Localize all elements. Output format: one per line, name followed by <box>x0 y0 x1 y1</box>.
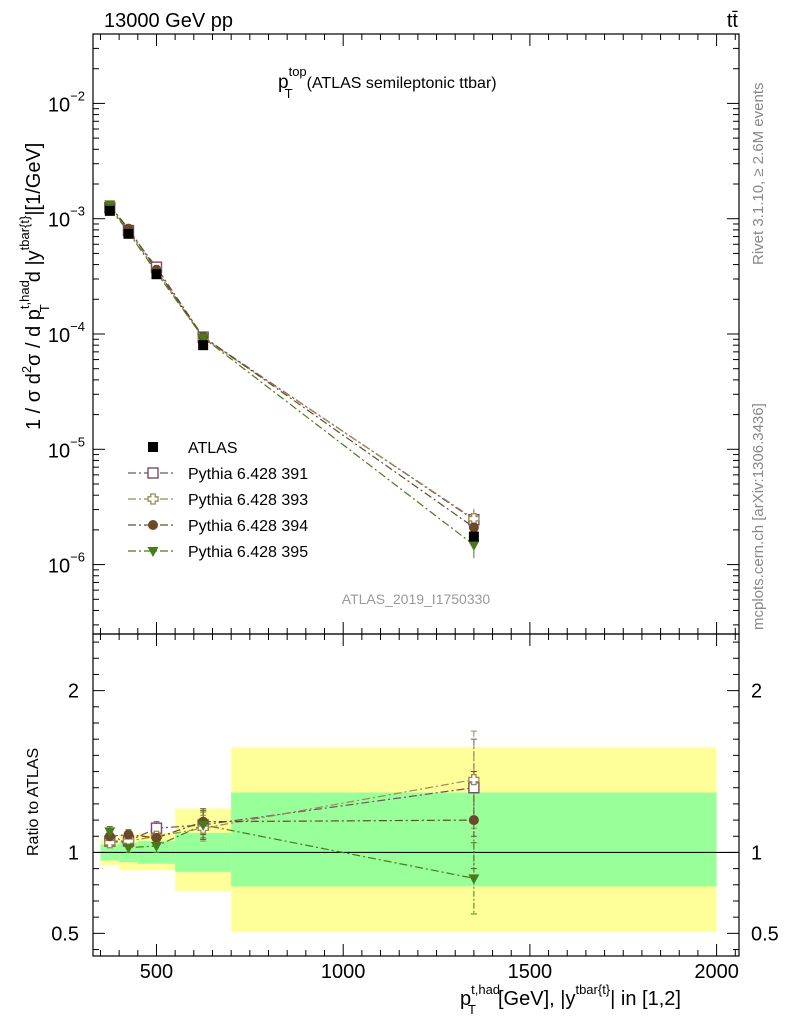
main-title: ptop T (ATLAS semileptonic ttbar) <box>278 64 497 101</box>
main-y-tick-base: 10 <box>48 94 70 116</box>
main-y-tick-labels: 10−610−510−410−310−2 <box>48 88 85 577</box>
y-label-sup-tbar: tbar{t} <box>17 215 32 250</box>
main-point-series-4 <box>468 540 480 551</box>
main-panel: 10−610−510−410−310−2 ptop T(ATLAS semilep… <box>48 33 740 635</box>
ratio-x-tick-label: 2000 <box>694 961 739 983</box>
main-point-series-0 <box>104 205 115 216</box>
legend-marker-4 <box>147 547 159 557</box>
ratio-y-tick-label-right: 2 <box>751 681 762 703</box>
main-y-tick-label: 10−6 <box>48 550 85 578</box>
main-point-series-0 <box>198 340 209 351</box>
y-label-part-4: |[1/GeV] <box>23 143 45 216</box>
x-label-sup-thad: t,had <box>471 982 500 997</box>
ratio-point-series-1 <box>468 773 480 786</box>
main-y-tick-label: 10−3 <box>48 204 85 232</box>
ratio-panel: 0.5 0.5 1 1 2 2 500 1000 1500 2000 <box>51 633 779 983</box>
legend-label-4: Pythia 6.428 395 <box>188 544 308 561</box>
main-y-tick-exponent: −5 <box>70 434 85 449</box>
main-title-rest: (ATLAS semileptonic ttbar) <box>307 75 497 92</box>
main-y-tick-exponent: −4 <box>70 319 85 334</box>
legend-marker-0 <box>148 442 158 452</box>
ratio-line-series-2 <box>109 819 474 839</box>
ratio-point-series-3 <box>197 820 209 831</box>
y-label-sub-t: T <box>37 304 52 312</box>
legend-marker-2 <box>147 493 159 505</box>
main-line-series-3 <box>109 205 475 528</box>
main-point-series-4 <box>197 333 209 344</box>
ratio-uncertainty-bands <box>93 747 739 932</box>
legend-label-1: Pythia 6.428 391 <box>188 466 308 483</box>
main-y-axis-label: 1 / σ d2σ / d pt,had Td |ytbar{t}|[1/GeV] <box>17 143 52 430</box>
analysis-watermark: ATLAS_2019_I1750330 <box>342 591 491 607</box>
y-label-sup-2: 2 <box>19 366 34 373</box>
main-point-series-0 <box>468 531 479 542</box>
main-title-sup: top <box>289 64 307 79</box>
legend-label-0: ATLAS <box>188 440 238 457</box>
legend-label-2: Pythia 6.428 393 <box>188 492 308 509</box>
ratio-point-series-3 <box>468 874 480 885</box>
ratio-point-series-2 <box>468 815 479 826</box>
y-label-part-3: d |y <box>23 250 45 282</box>
main-y-tick-base: 10 <box>48 210 70 232</box>
x-label-sub-t: T <box>468 1002 476 1017</box>
ratio-point-series-3 <box>122 843 134 854</box>
main-y-tick-base: 10 <box>48 440 70 462</box>
legend-label-3: Pythia 6.428 394 <box>188 518 308 535</box>
ratio-point-series-2 <box>123 829 134 840</box>
main-axis-ticks <box>93 33 739 634</box>
ratio-x-tick-label: 500 <box>140 961 173 983</box>
y-label-part-1: 1 / σ d <box>23 373 45 430</box>
ratio-y-tick-label-right: 1 <box>751 842 762 864</box>
rivet-version-label: Rivet 3.1.10, ≥ 2.6M events <box>750 83 767 266</box>
main-point-series-4 <box>104 200 116 211</box>
energy-label: 13000 GeV pp <box>104 10 233 32</box>
main-y-tick-base: 10 <box>48 325 70 347</box>
x-label-sup-tbar: tbar{t} <box>575 982 610 997</box>
y-label-part-2: σ / d p <box>23 309 45 366</box>
ratio-point-series-3 <box>150 841 162 852</box>
main-y-tick-label: 10−4 <box>48 319 85 347</box>
main-title-sub: T <box>285 86 293 101</box>
ratio-x-tick-label: 1500 <box>508 961 553 983</box>
process-label: tt̄ <box>727 10 739 32</box>
main-series-markers <box>104 200 480 551</box>
ratio-x-tick-label: 1000 <box>321 961 366 983</box>
ratio-point-series-3 <box>104 827 116 838</box>
x-label-rest-b: | in [1,2] <box>610 988 681 1010</box>
main-y-tick-exponent: −2 <box>70 88 85 103</box>
x-label-p: p <box>460 988 471 1010</box>
main-y-tick-label: 10−5 <box>48 434 85 462</box>
main-point-series-0 <box>123 228 134 239</box>
main-title-p: p <box>278 72 289 93</box>
main-point-series-3 <box>468 522 479 533</box>
x-label-rest-a: [GeV], |y <box>498 988 575 1010</box>
ratio-point-series-2 <box>151 832 162 843</box>
ratio-y-tick-labels: 0.5 0.5 1 1 2 2 <box>51 681 779 946</box>
ratio-y-tick-label-left: 1 <box>68 842 79 864</box>
legend: ATLAS Pythia 6.428 391 Pythia 6.428 393 Pyt… <box>128 440 308 561</box>
mcplots-label: mcplots.cern.ch [arXiv:1306.3436] <box>750 403 767 630</box>
y-label-sup-thad: t,had <box>17 280 32 309</box>
ratio-axis-ticks <box>93 634 739 956</box>
ratio-y-axis-label: Ratio to ATLAS <box>25 748 42 856</box>
ratio-x-tick-labels: 500 1000 1500 2000 <box>140 961 739 983</box>
ratio-y-tick-label-left: 2 <box>68 681 79 703</box>
main-point-series-0 <box>151 269 162 280</box>
ratio-y-tick-label-left: 0.5 <box>51 923 79 945</box>
legend-marker-1 <box>147 467 159 479</box>
legend-marker-3 <box>148 520 158 530</box>
x-axis-label: pt,had T [GeV], |ytbar{t}| in [1,2] <box>460 982 681 1017</box>
main-y-tick-base: 10 <box>48 556 70 578</box>
ratio-series-markers <box>104 773 480 885</box>
ratio-plot-frame <box>92 633 740 957</box>
ratio-y-tick-label-right: 0.5 <box>751 923 779 945</box>
main-y-tick-label: 10−2 <box>48 88 85 116</box>
main-y-tick-exponent: −3 <box>70 204 85 219</box>
main-y-tick-exponent: −6 <box>70 550 85 565</box>
